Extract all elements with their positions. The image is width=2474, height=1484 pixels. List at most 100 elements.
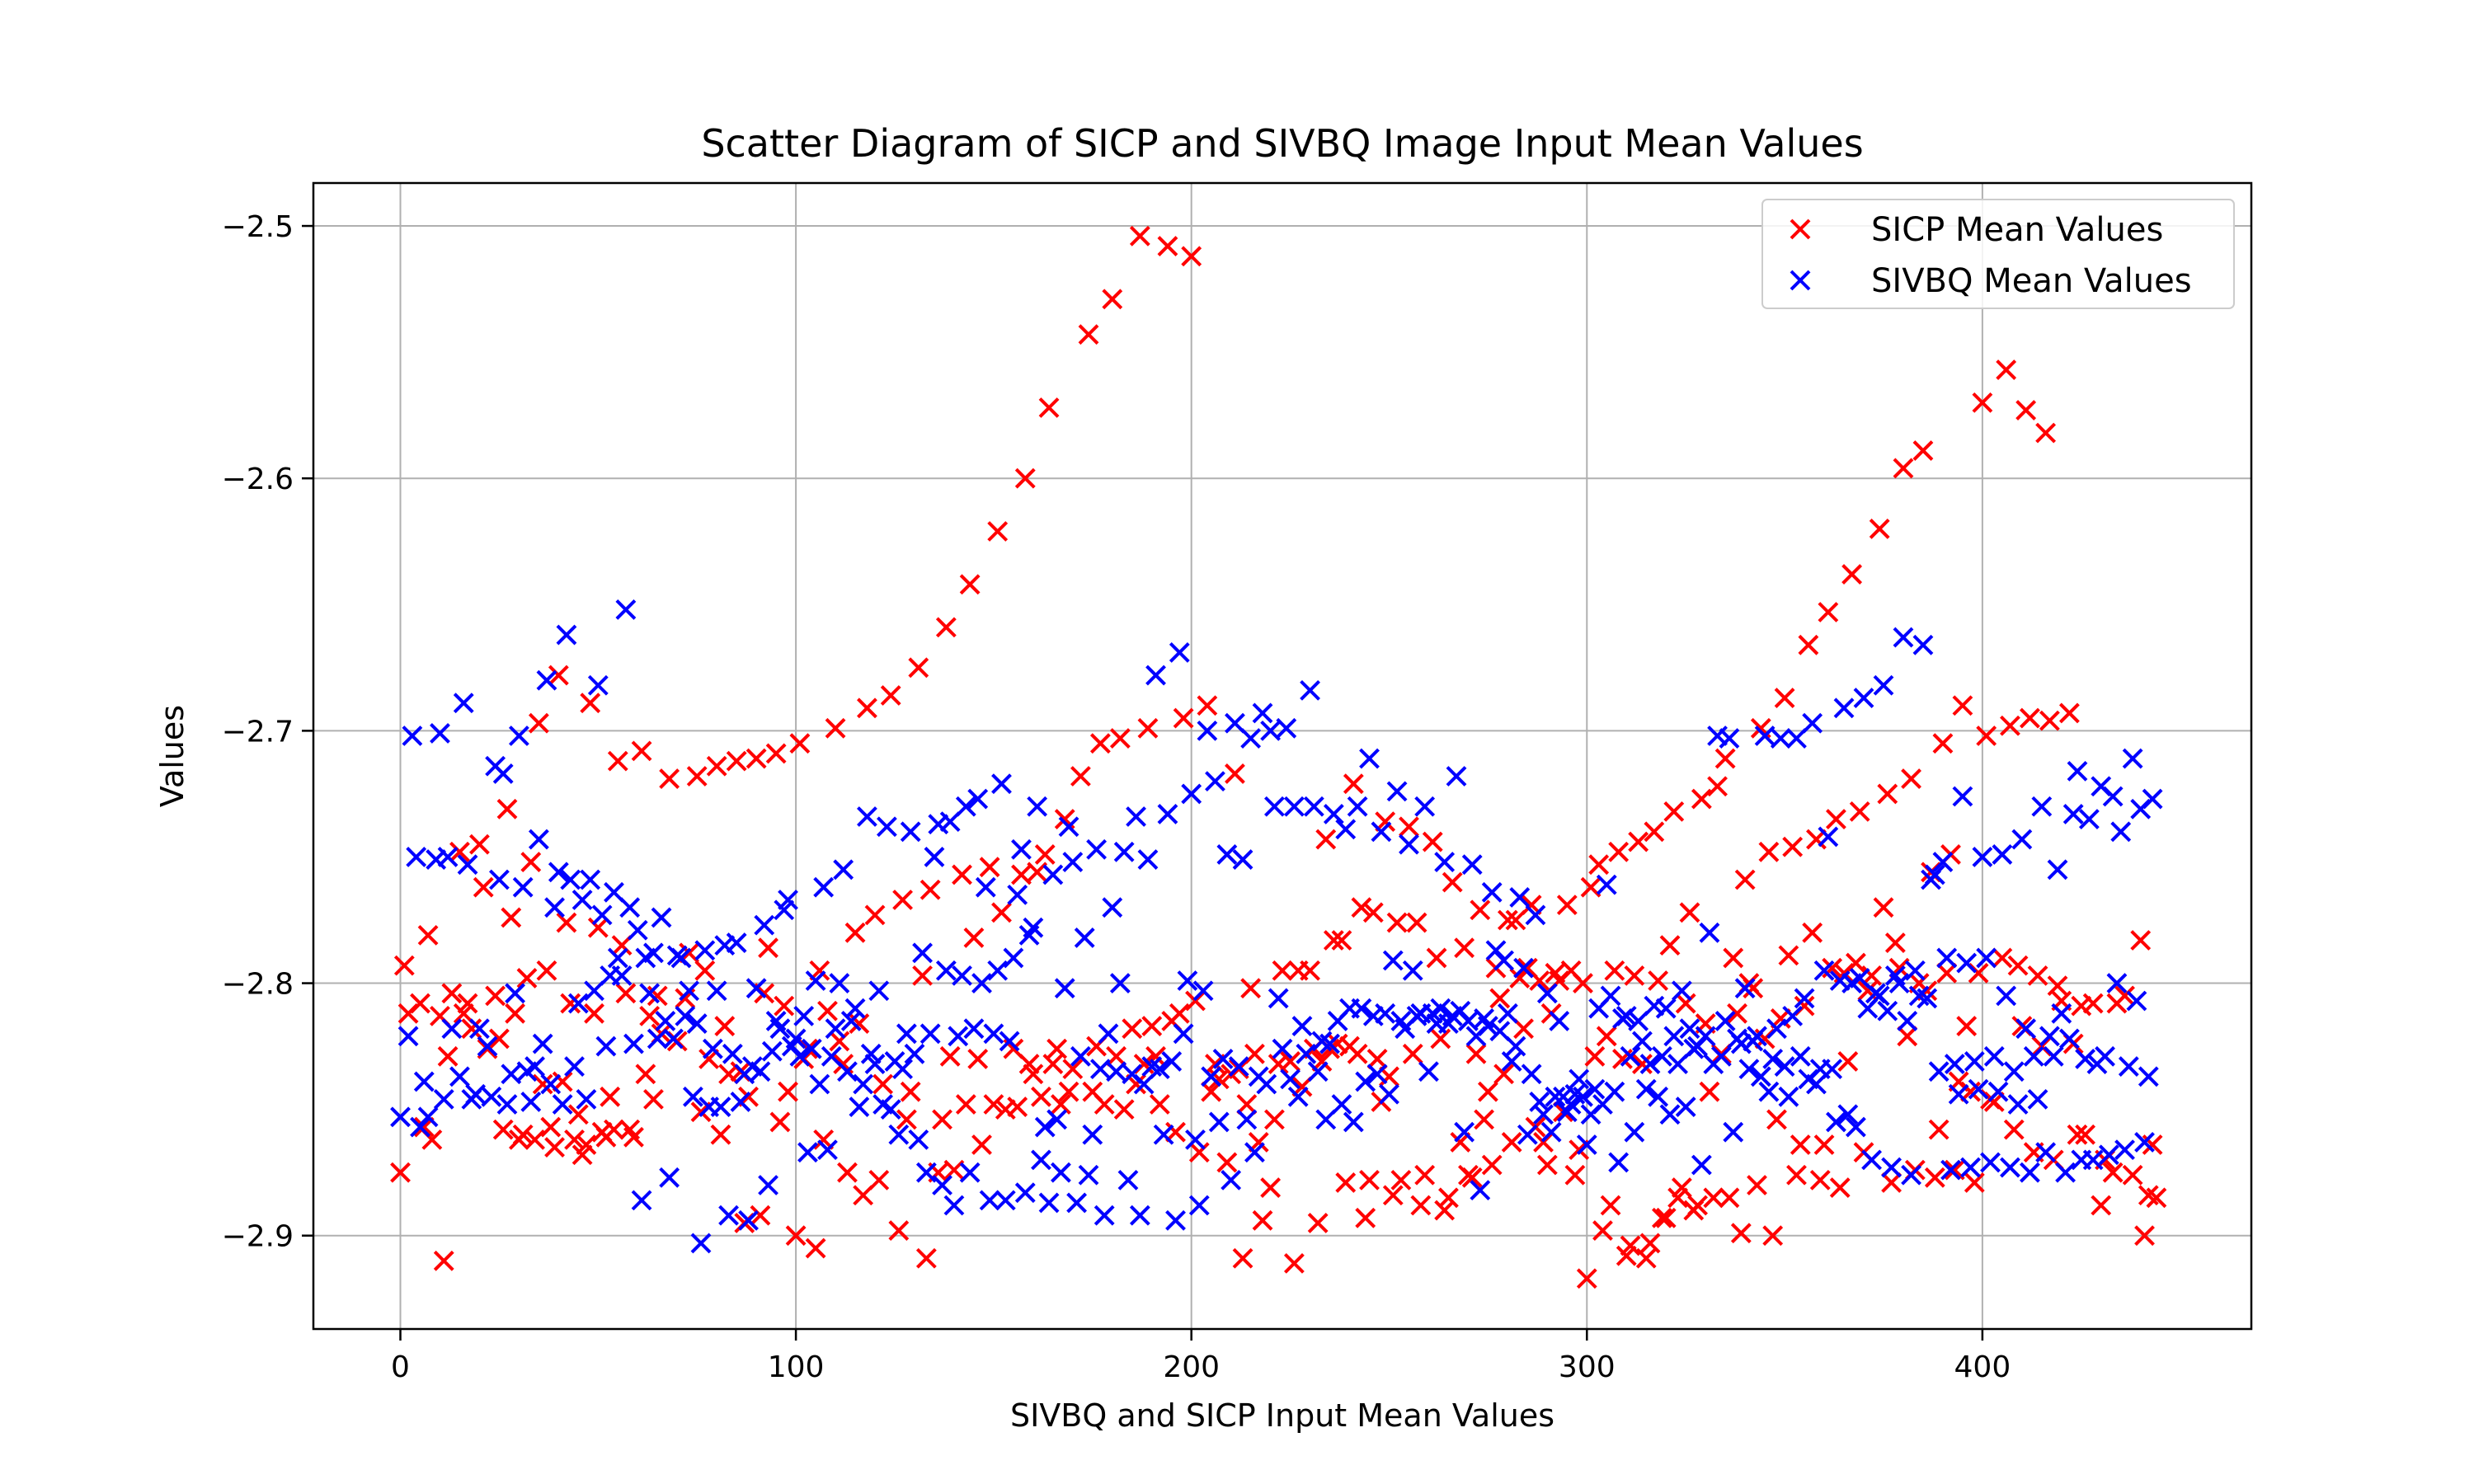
sicp-point <box>1901 768 1921 789</box>
sicp-point <box>778 1081 798 1102</box>
sivbq-point <box>738 1209 759 1231</box>
sivbq-point <box>983 1023 1004 1045</box>
sicp-point <box>393 955 415 976</box>
sicp-point <box>991 902 1012 923</box>
sivbq-point <box>1461 854 1483 876</box>
sivbq-point <box>840 1011 862 1031</box>
sivbq-point <box>1173 1023 1194 1045</box>
sivbq-point <box>1335 819 1357 840</box>
sivbq-point <box>595 1036 617 1057</box>
sivbq-point <box>1569 1068 1590 1090</box>
sicp-point <box>1826 809 1846 829</box>
sivbq-point <box>995 1190 1016 1211</box>
sivbq-point <box>2020 1162 2040 1183</box>
sivbq-point <box>817 1139 838 1161</box>
sivbq-point <box>1212 1048 1234 1069</box>
sivbq-point <box>528 829 549 850</box>
sivbq-point <box>1188 1195 1210 1216</box>
sivbq-point <box>1584 1078 1606 1100</box>
sivbq-point <box>402 726 423 746</box>
sivbq-point <box>512 876 534 898</box>
sicp-point <box>979 857 1000 878</box>
sicp-point <box>488 1028 510 1050</box>
sivbq-point <box>576 1088 597 1110</box>
sivbq-point <box>750 1061 771 1082</box>
sicp-point <box>1766 1109 1787 1130</box>
sivbq-point <box>1272 1038 1293 1059</box>
sivbq-point <box>1078 1164 1099 1186</box>
sicp-point <box>560 993 581 1014</box>
sivbq-point <box>1960 1157 1981 1178</box>
legend-label-sicp: SICP Mean Values <box>1871 211 2163 249</box>
sicp-point <box>1323 930 1344 951</box>
sicp-point <box>496 798 518 819</box>
sicp-point <box>967 1048 989 1069</box>
sicp-point <box>1536 1154 1558 1176</box>
sicp-point <box>1402 1043 1423 1064</box>
sicp-point <box>1351 897 1372 918</box>
sivbq-point <box>726 932 747 953</box>
sivbq-point <box>952 965 972 986</box>
sivbq-point <box>433 1088 454 1110</box>
sicp-point <box>1837 1051 1859 1072</box>
sivbq-point <box>627 919 648 941</box>
sivbq-point <box>1691 1154 1712 1176</box>
sicp-point <box>1699 1081 1720 1102</box>
sivbq-point <box>1738 1059 1760 1080</box>
sivbq-point <box>1157 804 1178 824</box>
sicp-point <box>2035 422 2057 444</box>
sicp-point <box>1747 1175 1767 1195</box>
sivbq-point <box>2035 1142 2057 1163</box>
sivbq-point <box>2142 788 2163 810</box>
sicp-point <box>1928 1119 1950 1140</box>
sicp-point <box>710 1124 731 1145</box>
sivbq-point <box>971 973 992 993</box>
sivbq-point <box>1283 796 1305 817</box>
sicp-point <box>1719 1187 1740 1209</box>
sivbq-point <box>1853 688 1874 708</box>
sicp-point <box>952 864 972 885</box>
sivbq-point <box>1624 1121 1645 1143</box>
sivbq-point <box>1446 766 1467 787</box>
sicp-point <box>1465 1043 1487 1064</box>
sivbq-point <box>417 1106 439 1128</box>
sivbq-point <box>943 1195 965 1216</box>
sivbq-point <box>465 1083 487 1105</box>
sicp-point <box>1335 1172 1357 1193</box>
sivbq-point <box>675 1005 696 1026</box>
sicp-point <box>639 1005 661 1026</box>
sicp-point <box>433 1250 454 1271</box>
sivbq-point <box>1976 947 1997 969</box>
sicp-point <box>1648 970 1669 991</box>
sivbq-point <box>1276 717 1297 739</box>
sicp-point <box>1774 688 1795 708</box>
sivbq-point <box>2067 760 2088 782</box>
sivbq-point <box>1287 1086 1309 1107</box>
sicp-point <box>745 748 767 769</box>
sivbq-point <box>821 1045 842 1067</box>
sivbq-point <box>1992 843 2013 865</box>
sivbq-point <box>1280 1068 1301 1090</box>
sivbq-point <box>2043 1045 2064 1067</box>
sicp-point <box>564 1129 585 1150</box>
axis-ticks: 0 100 200 300 400 −2.5 −2.6 −2.7 −2.8 −2.9 <box>222 210 2011 1384</box>
sicp-point <box>1410 1195 1432 1216</box>
sivbq-point <box>1145 665 1166 686</box>
sivbq-point <box>1402 960 1423 981</box>
sicp-point <box>2058 702 2080 724</box>
sicp-point <box>1691 788 1712 810</box>
sivbq-point <box>1762 1048 1784 1069</box>
sivbq-point <box>508 726 529 746</box>
sivbq-point <box>1517 1124 1538 1145</box>
sivbq-point <box>1382 950 1404 971</box>
sivbq-point <box>837 1061 858 1082</box>
sicp-point <box>1964 1172 1985 1193</box>
sicp-point <box>1893 458 1914 479</box>
sivbq-point <box>801 1038 822 1059</box>
sicp-point <box>505 1003 526 1024</box>
sivbq-point <box>1845 1116 1866 1138</box>
sicp-point <box>726 750 747 772</box>
sicp-point <box>1260 1177 1282 1198</box>
sicp-point <box>2130 930 2152 951</box>
sivbq-point <box>1818 826 1839 848</box>
